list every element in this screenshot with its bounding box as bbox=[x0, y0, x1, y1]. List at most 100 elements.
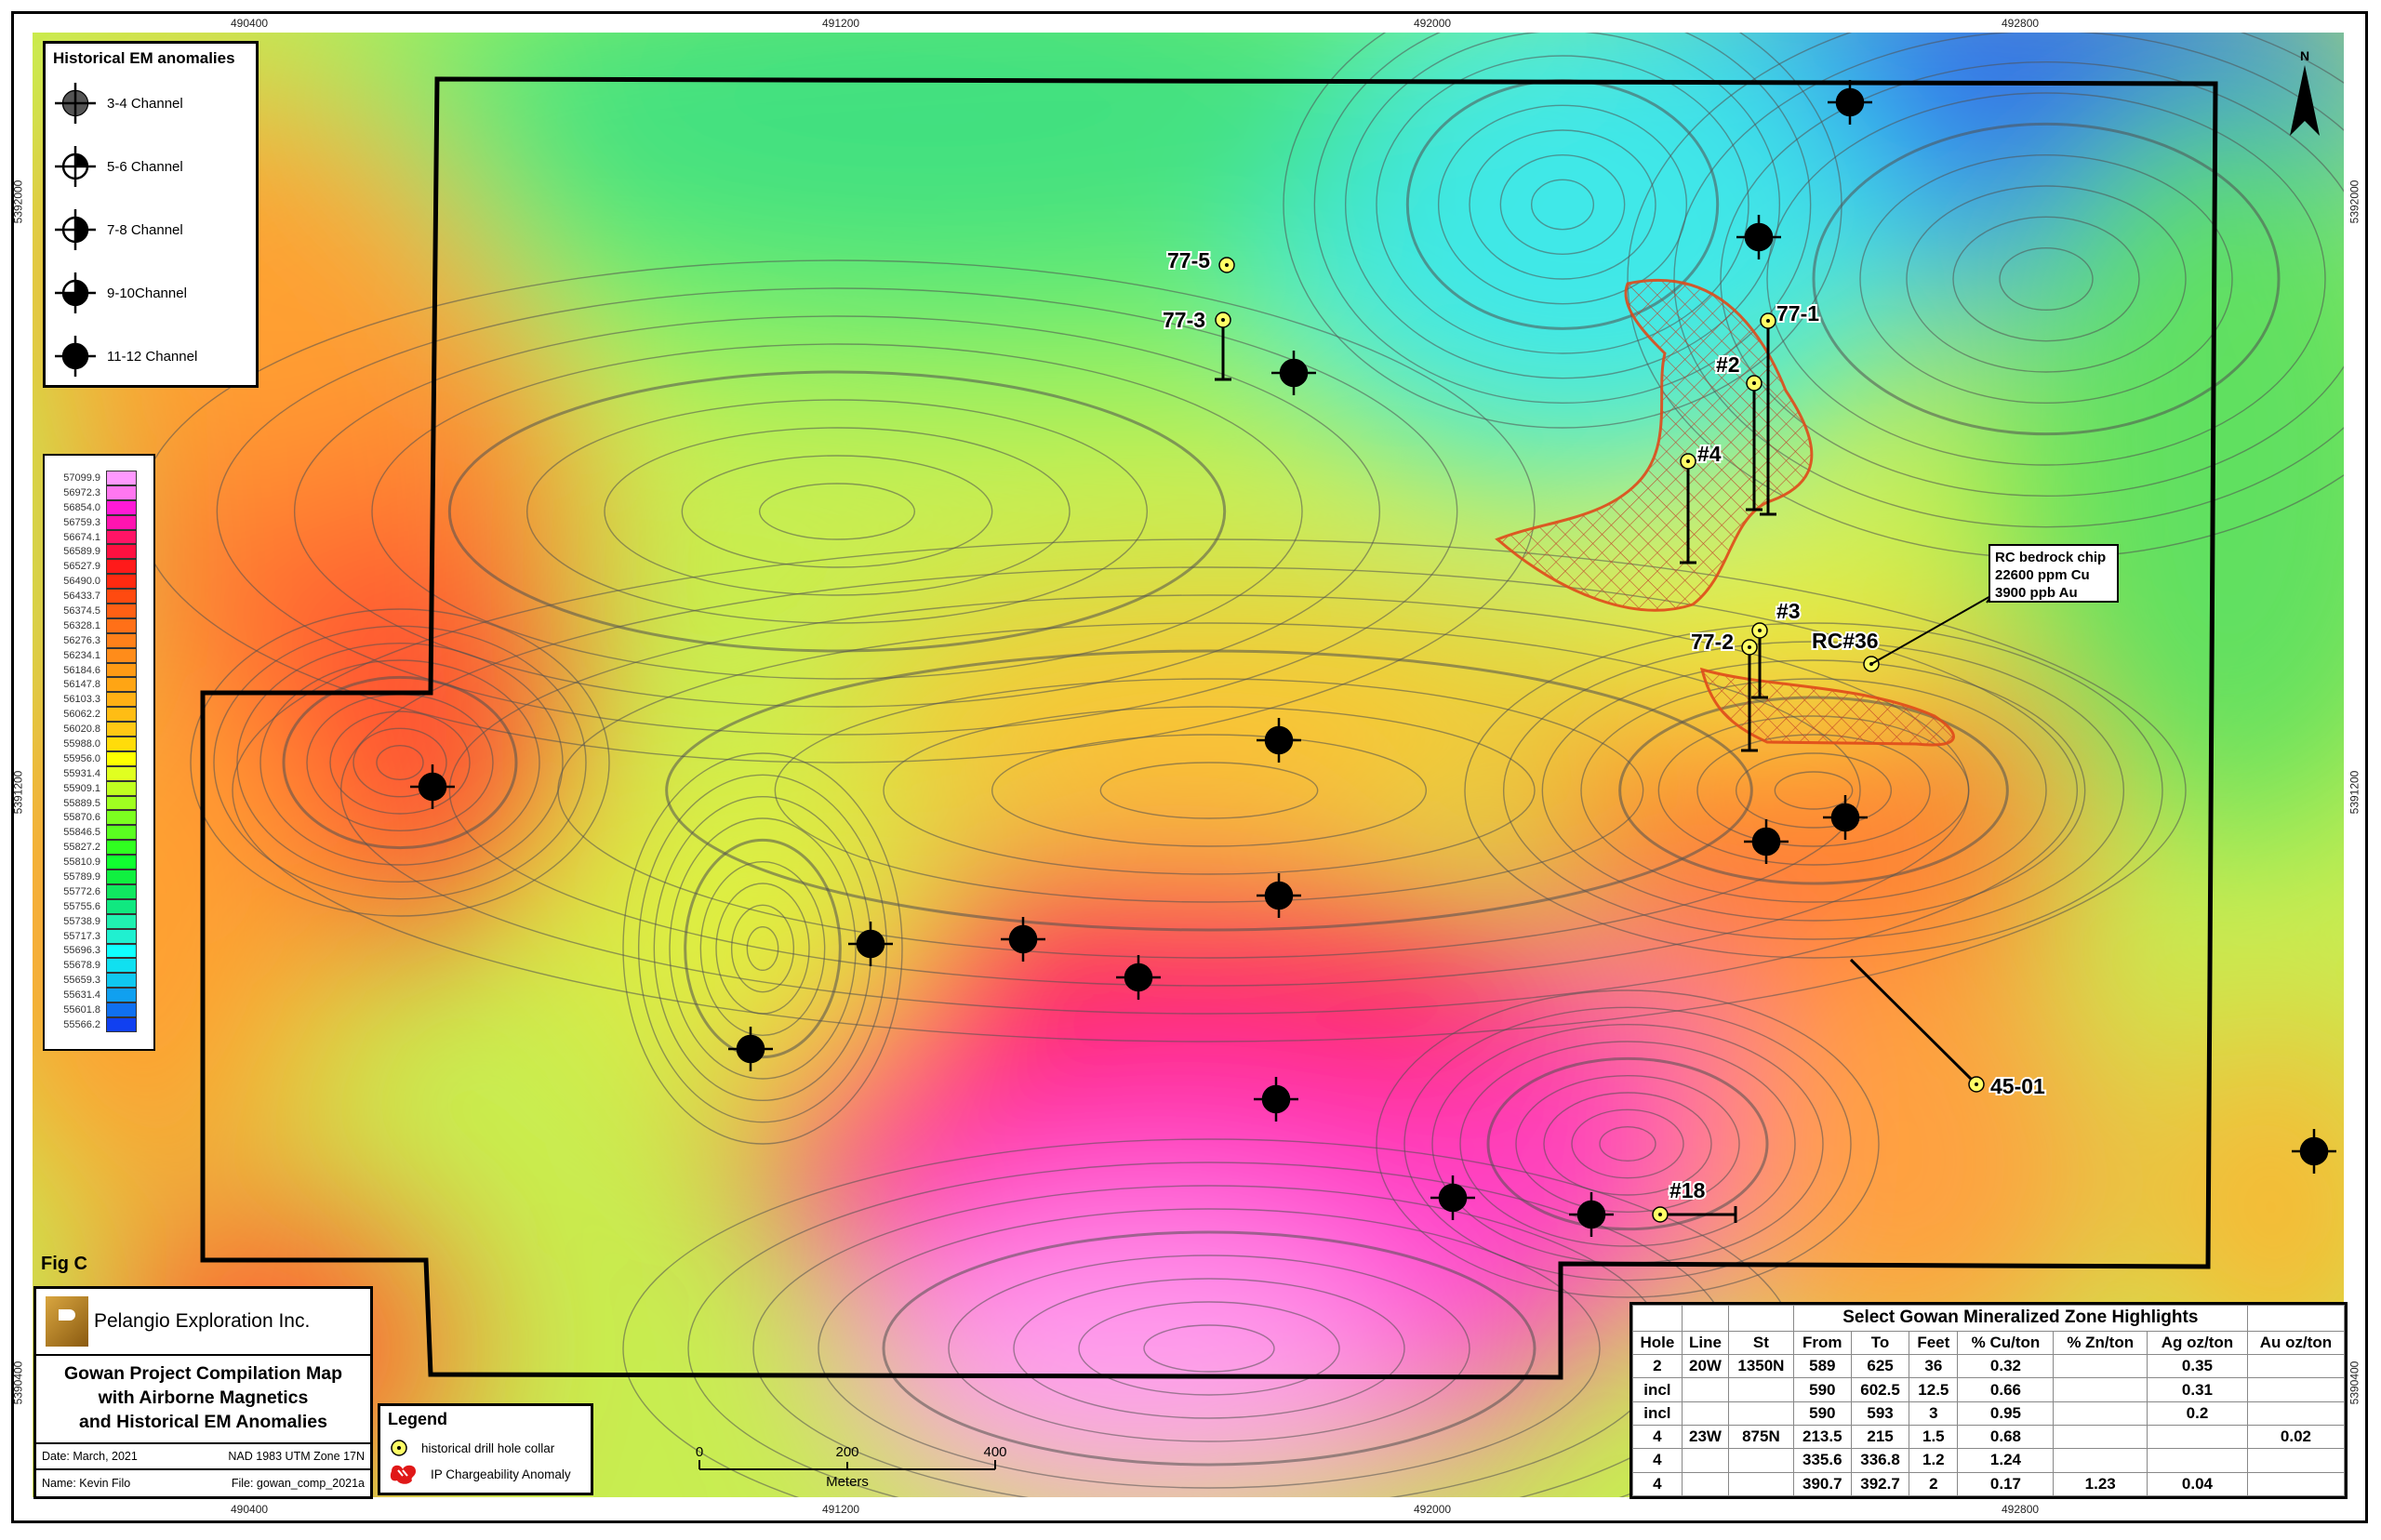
color-swatch bbox=[106, 958, 137, 974]
table-title: Select Gowan Mineralized Zone Highlights bbox=[1792, 1305, 2248, 1332]
color-swatch bbox=[106, 810, 137, 826]
table-cell: 0.02 bbox=[2246, 1424, 2346, 1450]
drill-hole[interactable]: RC#36 bbox=[1810, 627, 1881, 672]
column-header: To bbox=[1850, 1330, 1910, 1356]
color-swatch bbox=[106, 692, 137, 708]
table-cell bbox=[2053, 1424, 2148, 1450]
map-title-line: with Airborne Magnetics bbox=[98, 1387, 309, 1408]
drill-hole[interactable]: #3 bbox=[1751, 597, 1802, 699]
drill-hole[interactable]: 77-2 bbox=[1689, 628, 1758, 752]
drill-hole[interactable]: 77-3 bbox=[1161, 306, 1231, 381]
drill-hole[interactable]: 77-1 bbox=[1760, 299, 1821, 516]
magnetics-color-scale: 57099.9 56972.3 56854.0 56759.3 56674.1 56589… bbox=[43, 454, 155, 1051]
contour-line bbox=[557, 622, 1861, 959]
scale-tick-0: 0 bbox=[696, 1444, 703, 1460]
map-title-line: and Historical EM Anomalies bbox=[79, 1412, 327, 1432]
color-scale-value: 55789.9 bbox=[63, 870, 100, 883]
contour-line bbox=[758, 483, 916, 540]
drill-hole[interactable]: #4 bbox=[1680, 440, 1723, 564]
table-cell bbox=[2053, 1401, 2148, 1426]
table-cell: 0.95 bbox=[1957, 1401, 2055, 1426]
contour-line bbox=[774, 678, 1644, 903]
scale-tick-400: 400 bbox=[983, 1444, 1006, 1460]
contour-line bbox=[448, 594, 1970, 987]
column-header: St bbox=[1728, 1330, 1794, 1356]
drill-hole[interactable]: 45-01 bbox=[1849, 958, 2047, 1100]
company-name: Pelangio Exploration Inc. bbox=[94, 1310, 311, 1332]
color-swatch bbox=[106, 883, 137, 899]
color-swatch bbox=[106, 795, 137, 811]
column-header: % Cu/ton bbox=[1957, 1330, 2055, 1356]
color-scale-value: 55678.9 bbox=[63, 960, 100, 972]
contour-line bbox=[681, 455, 993, 568]
drill-hole[interactable]: #2 bbox=[1714, 351, 1762, 511]
field-blob bbox=[2167, 1023, 2344, 1395]
color-scale-value: 56527.9 bbox=[63, 561, 100, 573]
table-cell bbox=[1681, 1448, 1730, 1473]
em-anomaly-symbol bbox=[1001, 917, 1045, 962]
contour-line bbox=[1345, 33, 1780, 379]
easting-label: 492000 bbox=[1414, 17, 1452, 30]
table-cell bbox=[2246, 1354, 2346, 1379]
em-anomaly-symbol bbox=[1257, 718, 1301, 763]
contour-line bbox=[1735, 752, 1893, 829]
em-legend-item: 9-10Channel bbox=[53, 261, 248, 325]
rc-bedrock-chip-callout: RC bedrock chip 22600 ppm Cu 3900 ppb Au bbox=[1989, 544, 2119, 603]
field-blob bbox=[1702, 930, 2111, 1395]
northing-label: 5391200 bbox=[11, 770, 25, 815]
contour-line bbox=[669, 817, 857, 1080]
contour-line bbox=[684, 838, 842, 1059]
northing-label: 5392000 bbox=[11, 179, 25, 224]
drill-hole[interactable]: #18 bbox=[1652, 1176, 1737, 1223]
color-scale-row: 56328.1 bbox=[45, 617, 153, 633]
contour-line bbox=[991, 734, 1428, 847]
contour-line bbox=[699, 860, 826, 1037]
table-cell: 0.31 bbox=[2146, 1377, 2248, 1402]
column-header: From bbox=[1792, 1330, 1852, 1356]
field-blob bbox=[1581, 577, 1953, 725]
color-scale-value: 55870.6 bbox=[63, 812, 100, 824]
field-blob bbox=[856, 1237, 1414, 1497]
color-scale-value: 56589.9 bbox=[63, 546, 100, 558]
easting-label: 490400 bbox=[231, 1503, 269, 1516]
easting-label: 492800 bbox=[2002, 17, 2040, 30]
table-cell bbox=[1728, 1471, 1794, 1497]
em-legend-label: 7-8 Channel bbox=[107, 221, 183, 238]
drill-hole-label: RC#36 bbox=[1812, 629, 1879, 653]
em-anomaly-three-quarter-icon bbox=[55, 272, 96, 313]
color-scale-value: 55696.3 bbox=[63, 945, 100, 957]
scale-bar: 0 200 400 Meters bbox=[696, 1444, 1007, 1490]
contour-line bbox=[1499, 153, 1626, 256]
color-swatch bbox=[106, 604, 137, 618]
contour-line bbox=[637, 774, 888, 1123]
drill-hole-label: 77-5 bbox=[1167, 248, 1210, 272]
table-cell: 0.2 bbox=[2146, 1401, 2248, 1426]
color-scale-row: 56020.8 bbox=[45, 722, 153, 737]
color-scale-value: 55988.0 bbox=[63, 737, 100, 750]
table-cell: 0.68 bbox=[1957, 1424, 2055, 1450]
color-scale-value: 56854.0 bbox=[63, 501, 100, 513]
contour-line bbox=[1486, 1056, 1769, 1231]
easting-label: 492800 bbox=[2002, 1503, 2040, 1516]
table-cell: 23W bbox=[1681, 1424, 1730, 1450]
table-cell bbox=[2053, 1354, 2148, 1379]
map-datum: NAD 1983 UTM Zone 17N bbox=[228, 1450, 365, 1463]
scale-tick-200: 200 bbox=[835, 1444, 858, 1460]
color-scale-row: 55827.2 bbox=[45, 840, 153, 856]
color-scale-value: 56103.3 bbox=[63, 694, 100, 706]
northing-label: 5390400 bbox=[11, 1361, 25, 1405]
contour-line bbox=[329, 710, 471, 815]
field-blob bbox=[2000, 93, 2344, 837]
contour-line bbox=[1376, 55, 1749, 354]
color-scale-value: 55601.8 bbox=[63, 1004, 100, 1016]
contour-line bbox=[259, 659, 540, 866]
color-scale-value: 55889.5 bbox=[63, 797, 100, 809]
color-swatch bbox=[106, 840, 137, 856]
em-anomaly-symbol bbox=[2292, 1129, 2336, 1174]
color-swatch bbox=[106, 973, 137, 989]
legend-item-label: historical drill hole collar bbox=[421, 1440, 555, 1455]
color-scale-row: 55659.3 bbox=[45, 973, 153, 989]
contour-line bbox=[1766, 92, 2326, 466]
north-label: N bbox=[2299, 48, 2310, 63]
drill-hole[interactable]: 77-5 bbox=[1165, 246, 1235, 274]
